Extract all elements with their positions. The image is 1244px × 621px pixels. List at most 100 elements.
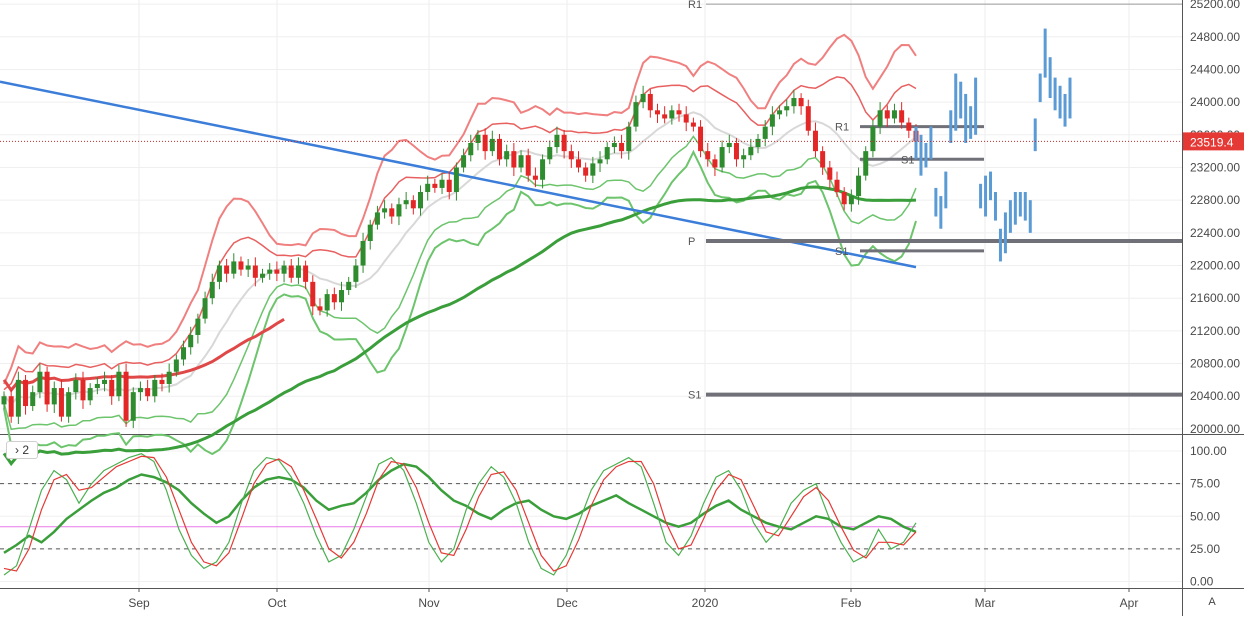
candle-body [547,147,553,160]
candle-body [633,102,639,127]
candle-body [482,134,488,152]
candle-body [561,134,567,152]
candle-body [741,155,747,160]
candle-body [353,265,359,282]
candle-body [619,142,625,152]
candle-body [209,281,215,299]
pivot-label: S1 [688,390,701,402]
candle-body [346,281,352,291]
y-tick-label: 22800.00 [1190,193,1240,207]
candle-body [705,151,711,160]
candle-body [224,265,230,274]
osc-tick-label: 25.00 [1190,542,1220,556]
candle-body [432,183,438,188]
y-tick-label: 23200.00 [1190,160,1240,174]
candle-body [37,371,43,393]
candle-body [863,151,869,176]
candle-body [87,388,93,401]
candle-body [834,179,840,192]
candle-body [188,334,194,348]
candle-body [145,388,151,397]
candle-body [511,151,517,168]
candle-body [906,122,912,131]
candle-body [181,347,187,360]
candle-body [109,379,115,397]
candle-body [288,265,294,278]
candle-body [324,294,330,311]
candle-body [755,138,761,148]
candle-body [827,167,833,180]
y-tick-label: 22000.00 [1190,259,1240,273]
candle-body [281,265,287,274]
candle-body [245,265,251,270]
x-tick-label: Feb [841,596,862,610]
candle-body [461,155,467,168]
candle-body [360,241,366,266]
candle-body [1,396,7,405]
osc-tick-label: 75.00 [1190,477,1220,491]
x-tick-label: Sep [128,596,150,610]
candle-body [877,110,883,127]
candle-body [310,281,316,307]
x-tick-label: Oct [268,596,287,610]
osc-tick-label: 50.00 [1190,509,1220,523]
candle-body [317,306,323,311]
candle-body [475,134,481,143]
pane-collapse-button[interactable]: › 2 [6,441,38,459]
candle-body [166,371,172,384]
pivot-label: R1 [688,0,702,11]
candle-body [525,155,531,176]
candle-body [382,208,388,213]
candle-body [654,110,660,115]
x-tick-label: Nov [418,596,439,610]
candle-body [51,388,57,405]
lower-band-inner-line [3,135,917,431]
pivot-label: S1 [835,246,848,258]
candle-body [496,138,502,160]
candle-body [597,159,603,164]
candle-body [439,179,445,188]
candle-body [8,396,14,417]
pivot-label: P [688,236,695,248]
candle-body [252,265,258,278]
y-tick-label: 21200.00 [1190,324,1240,338]
auto-scale-button[interactable]: A [1202,593,1222,611]
candle-body [173,359,179,372]
y-tick-label: 24400.00 [1190,62,1240,76]
y-tick-label: 24000.00 [1190,95,1240,109]
osc-slow-line [3,455,917,572]
candle-body [231,261,237,274]
candle-body [690,122,696,127]
candle-body [216,265,222,282]
y-tick-label: 20400.00 [1190,389,1240,403]
candle-body [640,93,646,103]
candle-body [137,388,143,393]
y-tick-label: 24800.00 [1190,30,1240,44]
ma-long-line [2,185,917,467]
candle-body [676,110,682,115]
candle-body [418,191,424,209]
candle-body [267,269,273,274]
x-tick-label: Apr [1120,596,1139,610]
ma-red-line [2,318,285,393]
candle-body [238,261,244,270]
candle-body [30,392,36,407]
y-tick-label: 20000.00 [1190,422,1240,436]
candle-body [15,379,21,417]
candle-body [820,151,826,168]
candle-body [374,212,380,225]
candle-body [403,200,409,205]
candle-body [784,106,790,111]
candle-body [116,371,122,397]
candle-body [590,163,596,176]
candle-body [303,265,309,282]
candle-body [611,142,617,148]
candle-body [841,191,847,205]
candle-body [719,147,725,168]
candle-body [123,371,129,421]
candle-body [891,110,897,119]
candle-body [683,114,689,123]
